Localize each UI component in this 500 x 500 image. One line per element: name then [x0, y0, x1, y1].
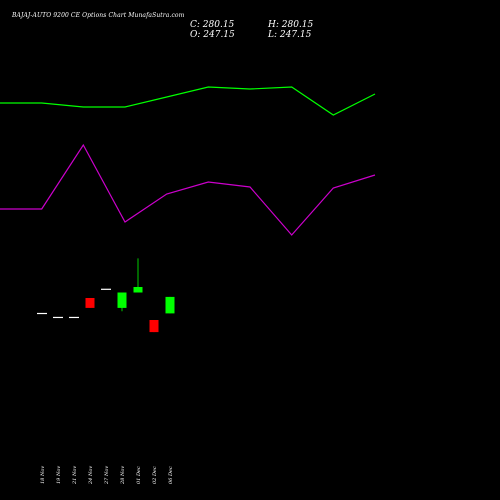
open-value: O: 247.15 [190, 30, 235, 40]
x-tick-label: 19 Nov [56, 466, 62, 484]
x-tick-label: 28 Nov [120, 466, 126, 485]
candle [37, 312, 47, 315]
x-tick-label: 21 Nov [72, 466, 78, 485]
high-value: H: 280.15 [268, 20, 314, 30]
candle [53, 316, 63, 319]
x-tick-label: 18 Nov [40, 466, 46, 484]
candle [133, 258, 143, 293]
green-indicator-line [0, 86, 376, 116]
candles [37, 258, 175, 333]
low-value: L: 247.15 [268, 30, 312, 40]
candle [101, 288, 111, 290]
x-tick-label: 24 Nov [88, 466, 94, 485]
x-tick-label: 02 Dec [152, 466, 158, 484]
x-tick-label: 06 Dec [168, 466, 174, 484]
close-value: C: 280.15 [190, 20, 235, 30]
magenta-indicator-line [0, 143, 376, 236]
candle [149, 320, 159, 333]
indicator-lines [0, 86, 376, 236]
candle [165, 296, 175, 314]
x-tick-label: 01 Dec [136, 466, 142, 484]
x-axis-ticks: 18 Nov 19 Nov 21 Nov 24 Nov 27 Nov 28 Nov 01 D… [40, 466, 174, 485]
candle [69, 316, 79, 319]
x-tick-label: 27 Nov [104, 466, 110, 485]
candle [117, 292, 127, 312]
chart-title: BAJAJ-AUTO 9200 CE Options Chart MunafaS… [12, 12, 185, 19]
candle [85, 298, 95, 308]
